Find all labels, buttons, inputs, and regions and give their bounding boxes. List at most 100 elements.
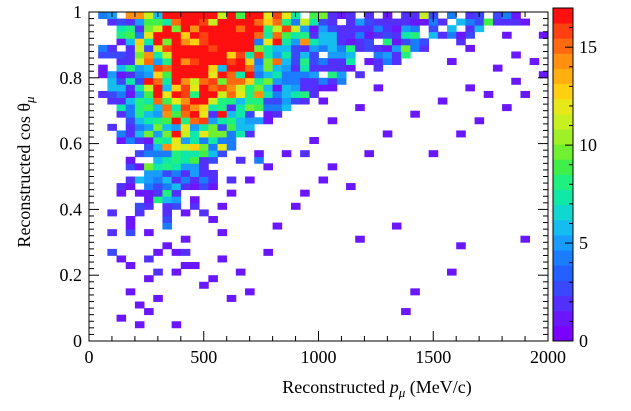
heatmap-cell (273, 12, 283, 19)
heatmap-cell (144, 130, 154, 137)
heatmap-cell (254, 45, 264, 52)
heatmap-cell (153, 177, 163, 184)
heatmap-cell (245, 98, 255, 105)
heatmap-cell (429, 32, 439, 39)
heatmap-cell (401, 19, 411, 26)
heatmap-cell (383, 19, 393, 26)
heatmap-cell (392, 25, 402, 32)
heatmap-cell (319, 65, 329, 72)
heatmap-cell (273, 71, 283, 78)
heatmap-cell (300, 98, 310, 105)
heatmap-cell (153, 130, 163, 137)
heatmap-cell (300, 91, 310, 98)
heatmap-cell (199, 183, 209, 190)
heatmap-cell (300, 150, 310, 157)
heatmap-cell (199, 170, 209, 177)
heatmap-cell (218, 104, 228, 111)
heatmap-cell (245, 288, 255, 295)
heatmap-cell (218, 111, 228, 118)
heatmap-cell (162, 137, 172, 144)
heatmap-cell (300, 71, 310, 78)
heatmap-cell (392, 32, 402, 39)
heatmap-cell (218, 229, 228, 236)
heatmap-cell (273, 19, 283, 26)
heatmap-cell (309, 137, 319, 144)
heatmap-cell (181, 104, 191, 111)
heatmap-cell (172, 170, 182, 177)
heatmap-cell (355, 71, 365, 78)
heatmap-cell (410, 25, 420, 32)
heatmap-cell (227, 190, 237, 197)
heatmap-cell (144, 78, 154, 85)
heatmap-cell (107, 19, 117, 26)
heatmap-cell (144, 170, 154, 177)
palette-swatch (553, 190, 573, 206)
heatmap-cell (227, 117, 237, 124)
heatmap-cell (117, 25, 127, 32)
heatmap-cell (511, 78, 521, 85)
heatmap-cell (263, 25, 273, 32)
heatmap-cell (172, 137, 182, 144)
heatmap-cell (199, 137, 209, 144)
heatmap-cell (300, 78, 310, 85)
heatmap-cell (190, 71, 200, 78)
heatmap-cell (153, 124, 163, 131)
heatmap-cell (172, 25, 182, 32)
heatmap-cell (172, 117, 182, 124)
heatmap-cell (135, 163, 145, 170)
heatmap-cell (190, 177, 200, 184)
heatmap-cell (273, 38, 283, 45)
heatmap-cell (282, 71, 292, 78)
heatmap-cell (392, 38, 402, 45)
heatmap-cell (419, 12, 429, 19)
heatmap-cell (245, 19, 255, 26)
heatmap-cell (126, 117, 136, 124)
heatmap-cell (162, 196, 172, 203)
heatmap-cell (401, 38, 411, 45)
heatmap-cell (273, 91, 283, 98)
heatmap-cell (117, 38, 127, 45)
heatmap-cell (511, 12, 521, 19)
heatmap-cell (172, 45, 182, 52)
heatmap-cell (190, 157, 200, 164)
heatmap-cell (208, 12, 218, 19)
heatmap-cell (273, 32, 283, 39)
heatmap-cell (181, 150, 191, 157)
palette-tick-label: 15 (579, 37, 597, 57)
heatmap-cell (309, 45, 319, 52)
heatmap-cell (162, 104, 172, 111)
heatmap-cell (126, 262, 136, 269)
heatmap-cell (493, 12, 503, 19)
heatmap-cell (153, 144, 163, 151)
heatmap-cell (162, 117, 172, 124)
heatmap-cell (282, 19, 292, 26)
heatmap-cell (328, 84, 338, 91)
heatmap-cell (135, 12, 145, 19)
heatmap-cell (245, 91, 255, 98)
heatmap-cell (162, 98, 172, 105)
heatmap-cell (337, 51, 347, 58)
heatmap-cell (346, 12, 356, 19)
heatmap-cell (337, 32, 347, 39)
heatmap-cell (493, 65, 503, 72)
heatmap-cell (218, 144, 228, 151)
y-tick-label: 1 (73, 2, 82, 22)
heatmap-cell (208, 111, 218, 118)
heatmap-cell (135, 32, 145, 39)
heatmap-cell (208, 183, 218, 190)
heatmap-cell (126, 71, 136, 78)
heatmap-cell (172, 91, 182, 98)
heatmap-cell (447, 12, 457, 19)
heatmap-cell (117, 78, 127, 85)
heatmap-cell (465, 32, 475, 39)
heatmap-cell (236, 25, 246, 32)
heatmap-cell (254, 25, 264, 32)
heatmap-cell (107, 98, 117, 105)
palette-swatch (553, 144, 573, 160)
heatmap-cell (126, 45, 136, 52)
x-axis-title: Reconstructed pμ (MeV/c) (282, 377, 471, 400)
heatmap-cell (410, 12, 420, 19)
heatmap-cell (282, 65, 292, 72)
heatmap-cell (456, 38, 466, 45)
heatmap-cell (218, 32, 228, 39)
